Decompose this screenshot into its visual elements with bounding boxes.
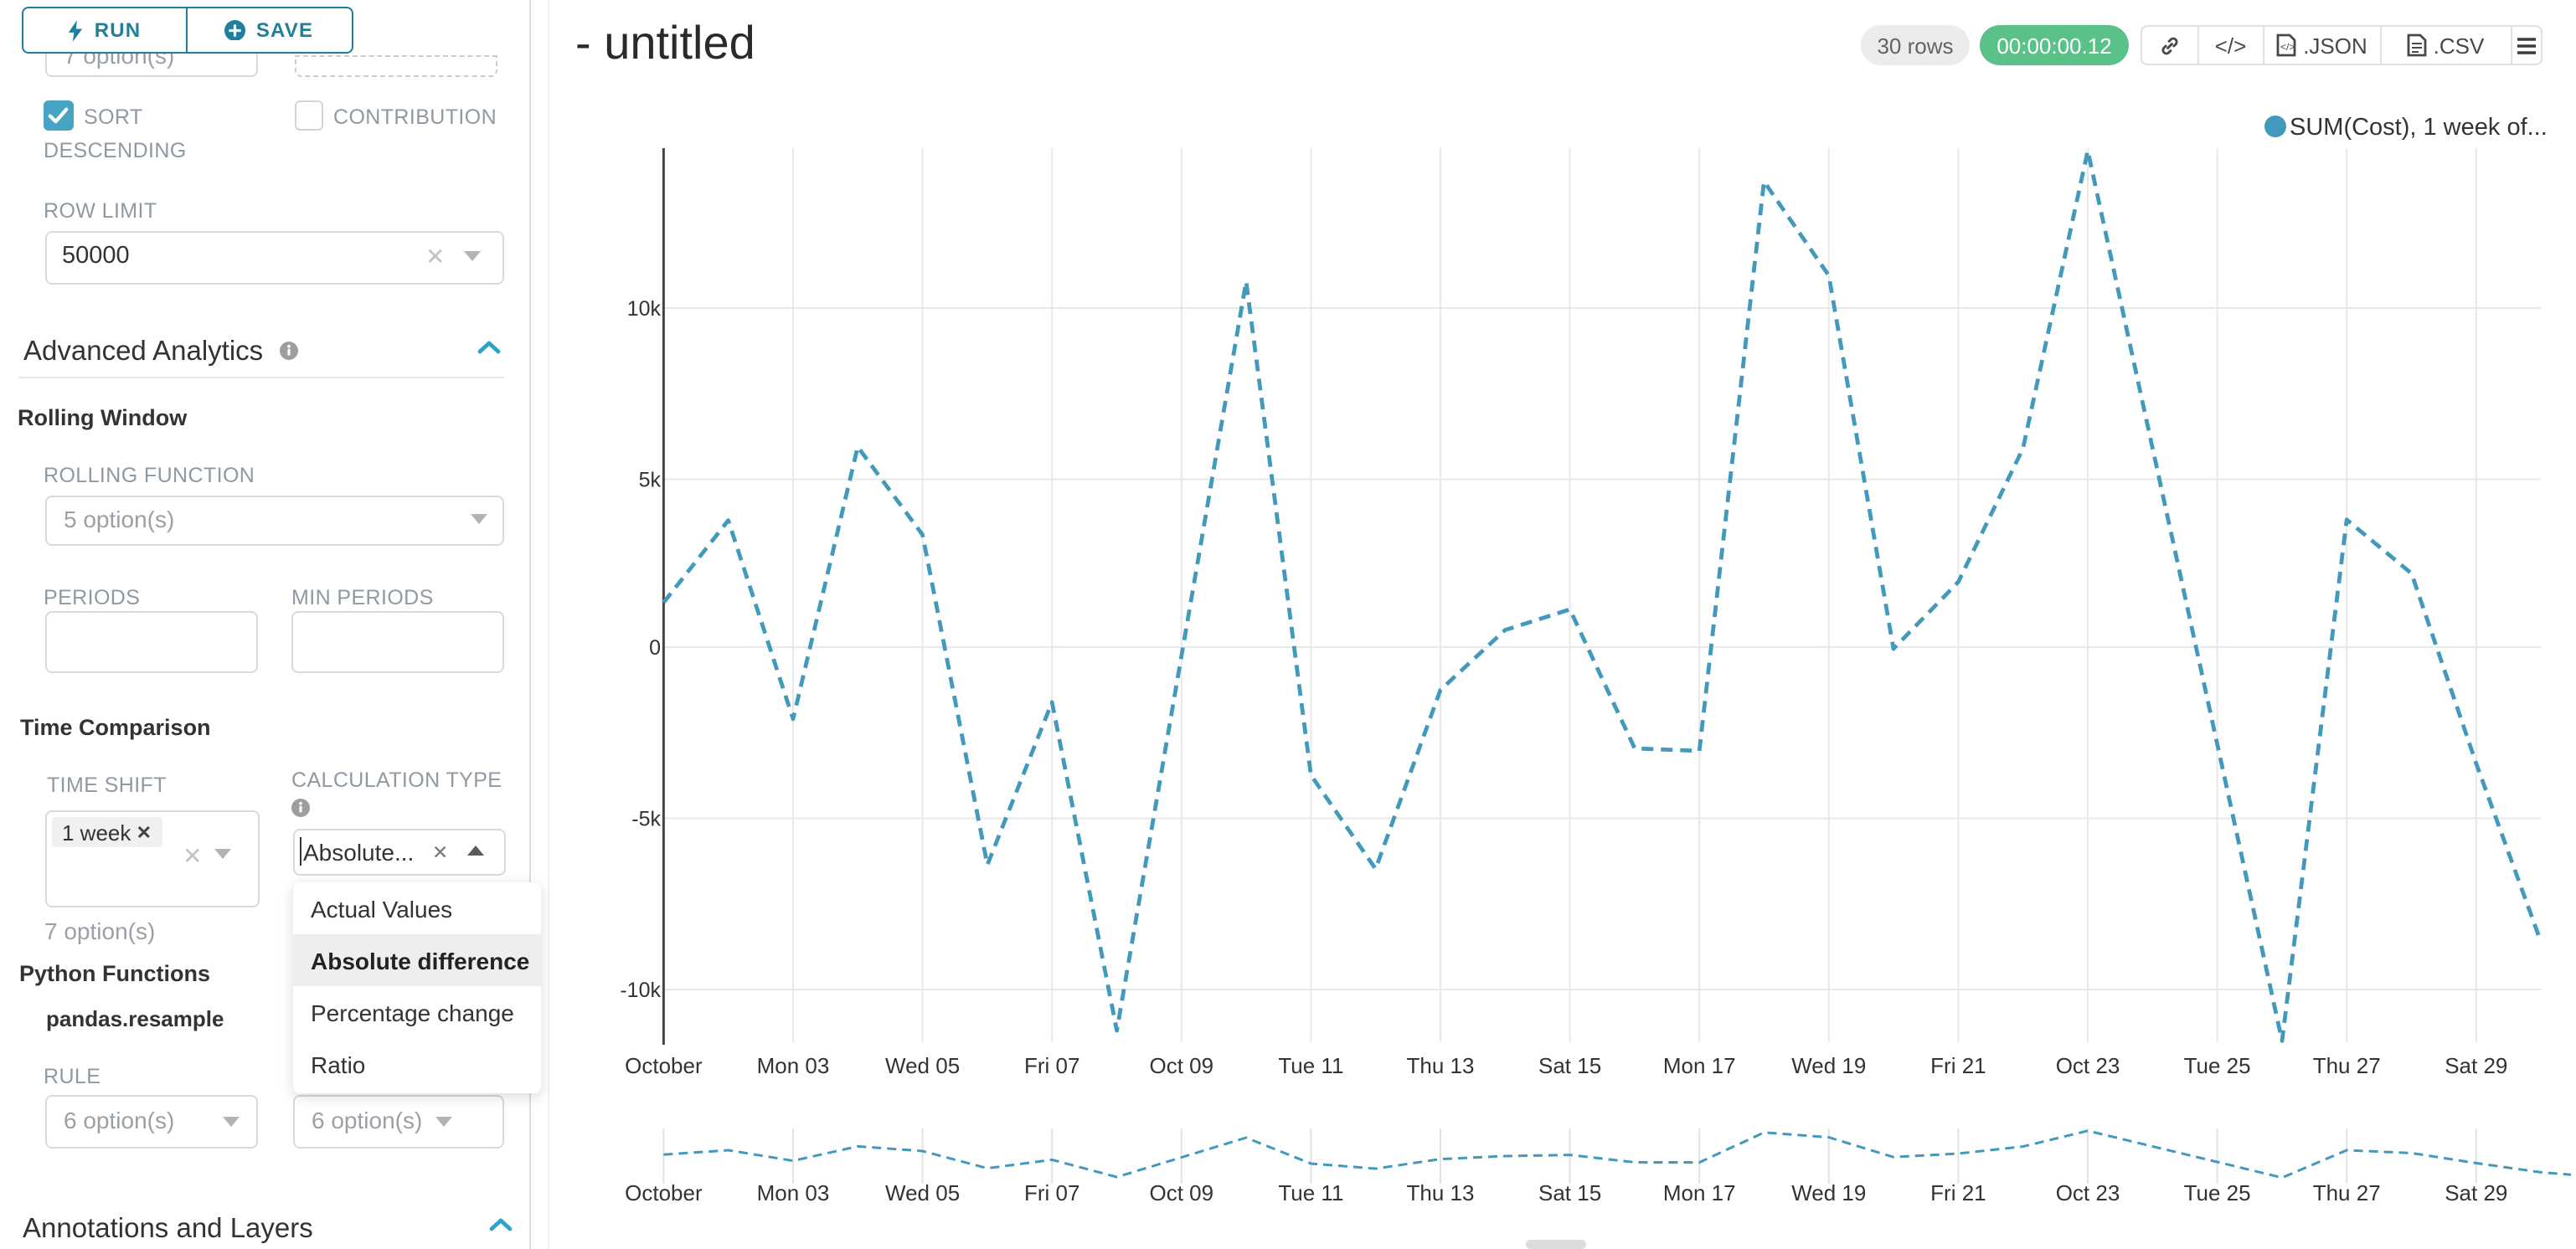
svg-text:October: October (625, 1053, 703, 1078)
svg-text:Sat 29: Sat 29 (2445, 1180, 2507, 1205)
svg-text:Thu 13: Thu 13 (1407, 1053, 1475, 1078)
svg-text:5k: 5k (639, 469, 662, 492)
svg-text:-5k: -5k (631, 808, 661, 831)
svg-text:Sat 29: Sat 29 (2445, 1053, 2507, 1078)
svg-text:Wed 19: Wed 19 (1791, 1053, 1866, 1078)
svg-text:-10k: -10k (620, 979, 661, 1002)
svg-text:October: October (625, 1180, 703, 1205)
svg-text:Oct 23: Oct 23 (2056, 1180, 2120, 1205)
svg-text:Mon 17: Mon 17 (1663, 1053, 1736, 1078)
svg-text:Mon 03: Mon 03 (757, 1180, 830, 1205)
svg-text:Mon 17: Mon 17 (1663, 1180, 1736, 1205)
svg-text:Fri 07: Fri 07 (1024, 1180, 1079, 1205)
svg-text:Wed 19: Wed 19 (1791, 1180, 1866, 1205)
svg-text:Thu 27: Thu 27 (2313, 1053, 2381, 1078)
svg-text:0: 0 (649, 636, 661, 660)
svg-text:Thu 27: Thu 27 (2313, 1180, 2381, 1205)
svg-text:SUM(Cost), 1 week of...: SUM(Cost), 1 week of... (2290, 114, 2548, 141)
svg-text:Tue 25: Tue 25 (2184, 1053, 2251, 1078)
svg-text:Wed 05: Wed 05 (885, 1180, 960, 1205)
svg-text:Fri 21: Fri 21 (1930, 1053, 1986, 1078)
svg-text:Oct 09: Oct 09 (1150, 1180, 1214, 1205)
svg-text:Wed 05: Wed 05 (885, 1053, 960, 1078)
svg-text:Oct 09: Oct 09 (1150, 1053, 1214, 1078)
svg-text:Tue 25: Tue 25 (2184, 1180, 2251, 1205)
svg-text:</>: </> (2280, 41, 2295, 53)
svg-text:Tue 11: Tue 11 (1278, 1053, 1343, 1078)
svg-text:10k: 10k (627, 297, 662, 321)
svg-text:Tue 11: Tue 11 (1278, 1180, 1343, 1205)
svg-text:Fri 07: Fri 07 (1024, 1053, 1079, 1078)
svg-text:Oct 23: Oct 23 (2056, 1053, 2120, 1078)
svg-text:Fri 21: Fri 21 (1930, 1180, 1986, 1205)
svg-text:Sat 15: Sat 15 (1538, 1180, 1601, 1205)
svg-text:Mon 03: Mon 03 (757, 1053, 830, 1078)
svg-text:Sat 15: Sat 15 (1538, 1053, 1601, 1078)
svg-text:Thu 13: Thu 13 (1407, 1180, 1475, 1205)
